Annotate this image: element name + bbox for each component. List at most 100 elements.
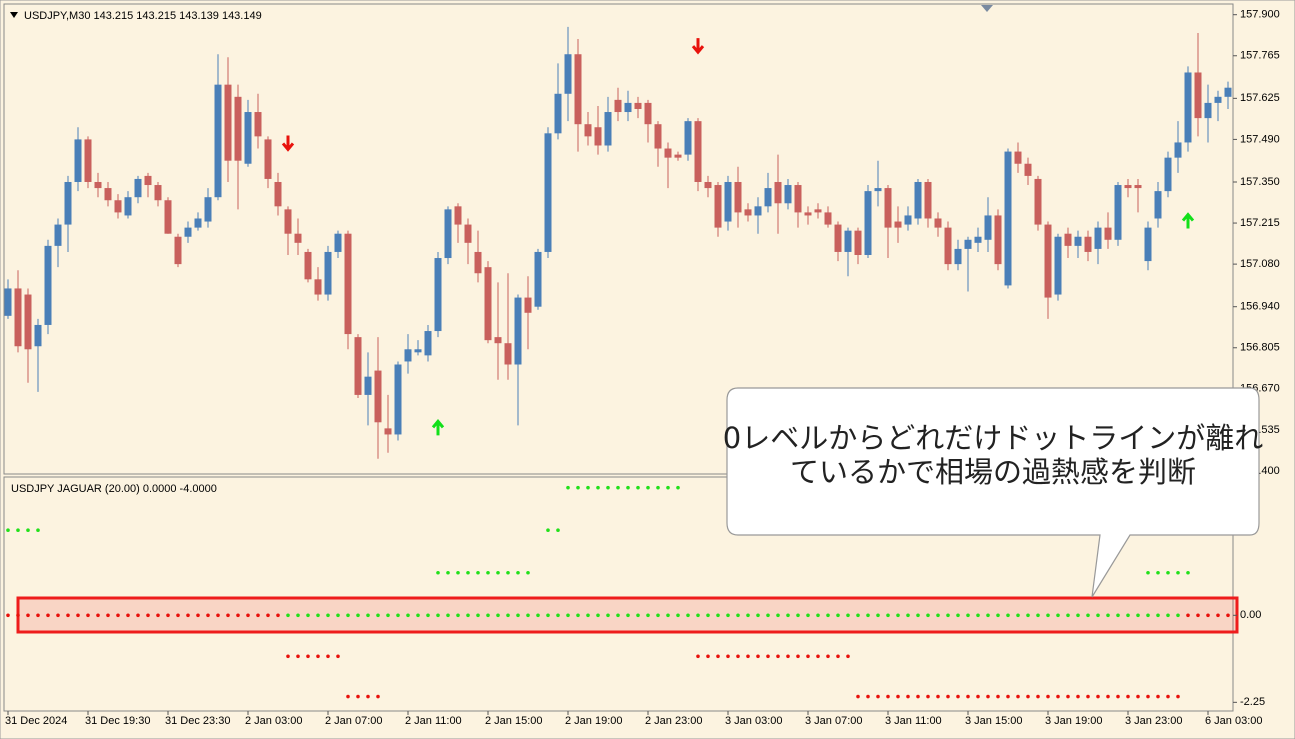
x-tick-label: 3 Jan 15:00 — [965, 715, 1023, 727]
indicator-dot — [706, 654, 710, 659]
indicator-dot — [436, 570, 440, 575]
indicator-dot — [136, 613, 140, 618]
candle-body — [724, 181, 732, 222]
candle-body — [284, 209, 292, 234]
candle-body — [664, 148, 672, 158]
candle-body — [134, 178, 142, 198]
indicator-dot — [156, 613, 160, 618]
candle-body — [714, 185, 722, 228]
indicator-dot — [246, 613, 250, 618]
indicator-dot — [356, 694, 360, 699]
candle-body — [844, 230, 852, 252]
candle-body — [34, 324, 42, 347]
indicator-dot — [606, 485, 610, 490]
candle-body — [654, 124, 662, 149]
candle-body — [1014, 151, 1022, 164]
candle-body — [914, 181, 922, 219]
candle-body — [1004, 151, 1012, 286]
indicator-dot — [846, 654, 850, 659]
y-tick-label: 157.625 — [1240, 92, 1280, 104]
candle-body — [1174, 142, 1182, 158]
x-tick-label: 2 Jan 11:00 — [405, 715, 462, 727]
candle-body — [704, 181, 712, 189]
x-tick-label: 31 Dec 23:30 — [165, 715, 230, 727]
signal-arrow — [1181, 212, 1195, 229]
candle-body — [934, 218, 942, 228]
indicator-dot — [1196, 613, 1200, 618]
indicator-dot — [946, 694, 950, 699]
indicator-dot — [846, 613, 850, 618]
indicator-dot — [716, 613, 720, 618]
candle-body — [94, 181, 102, 189]
candle-body — [944, 227, 952, 265]
x-tick-label: 2 Jan 23:00 — [645, 715, 703, 727]
indicator-dot — [566, 485, 570, 490]
indicator-dot — [1186, 570, 1190, 575]
indicator-dot — [996, 694, 1000, 699]
indicator-dot — [506, 613, 510, 618]
candle-body — [814, 209, 822, 213]
x-tick-label: 31 Dec 2024 — [5, 715, 67, 727]
candle-body — [524, 297, 532, 313]
indicator-dot — [496, 570, 500, 575]
candle-body — [124, 197, 132, 216]
indicator-dot — [116, 613, 120, 618]
indicator-dot — [896, 694, 900, 699]
y-tick-label: 156.940 — [1240, 301, 1280, 313]
indicator-dot — [516, 570, 520, 575]
indicator-dot — [396, 613, 400, 618]
indicator-dot — [696, 613, 700, 618]
indicator-dot — [1016, 613, 1020, 618]
candle-body — [794, 185, 802, 213]
callout-text: ているかで相場の過熱感を判断 — [790, 455, 1196, 489]
candle-body — [494, 337, 502, 344]
x-tick-label: 3 Jan 03:00 — [725, 715, 783, 727]
indicator-dot — [336, 613, 340, 618]
indicator-dot — [296, 654, 300, 659]
candle-body — [204, 197, 212, 222]
candle-body — [344, 233, 352, 335]
candle-body — [554, 93, 562, 134]
indicator-dot — [236, 613, 240, 618]
indicator-dot — [1146, 613, 1150, 618]
y-tick-label: 157.490 — [1240, 133, 1280, 145]
indicator-dot — [486, 570, 490, 575]
candle-body — [1114, 185, 1122, 240]
indicator-dot — [816, 613, 820, 618]
candle-body — [1144, 227, 1152, 262]
indicator-dot — [1006, 613, 1010, 618]
x-tick-label: 31 Dec 19:30 — [85, 715, 150, 727]
indicator-dot — [676, 485, 680, 490]
candle-body — [674, 154, 682, 158]
indicator-dot — [316, 613, 320, 618]
indicator-dot — [1146, 570, 1150, 575]
indicator-dot — [96, 613, 100, 618]
indicator-dot — [666, 485, 670, 490]
indicator-dot — [776, 654, 780, 659]
indicator-dot — [1066, 613, 1070, 618]
candle-body — [954, 248, 962, 265]
indicator-dot — [496, 613, 500, 618]
indicator-dot — [1066, 694, 1070, 699]
candle-body — [1054, 236, 1062, 295]
indicator-dot — [756, 613, 760, 618]
candle-body — [1104, 227, 1112, 240]
candle-body — [994, 215, 1002, 265]
indicator-dot — [1166, 613, 1170, 618]
candle-body — [304, 251, 312, 280]
candle-body — [294, 233, 302, 243]
indicator-dot — [106, 613, 110, 618]
x-tick-label: 3 Jan 19:00 — [1045, 715, 1103, 727]
candle-body — [474, 251, 482, 274]
indicator-dot — [806, 654, 810, 659]
indicator-dot — [906, 613, 910, 618]
indicator-title: USDJPY JAGUAR (20.00) 0.0000 -4.0000 — [11, 483, 217, 495]
candle-body — [84, 139, 92, 182]
indicator-dot — [456, 570, 460, 575]
indicator-dot — [956, 694, 960, 699]
indicator-dot — [616, 613, 620, 618]
indicator-dot — [646, 485, 650, 490]
candle-body — [854, 230, 862, 255]
indicator-dot — [916, 613, 920, 618]
indicator-dot — [406, 613, 410, 618]
